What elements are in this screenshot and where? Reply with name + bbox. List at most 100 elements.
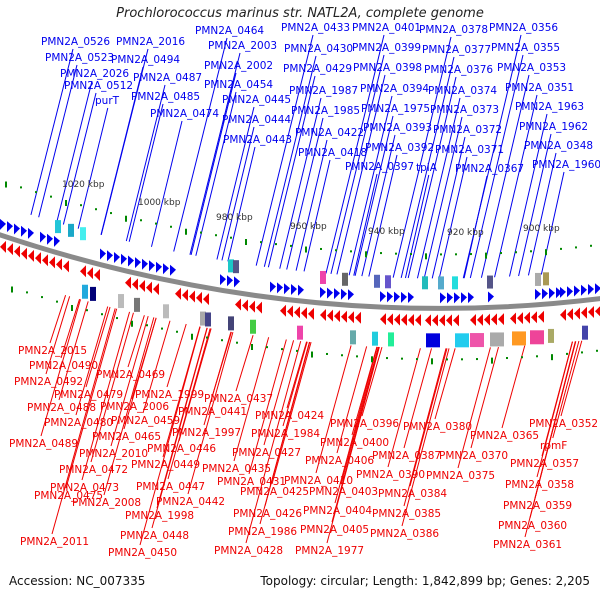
reverse-gene-arrow (287, 305, 293, 318)
outer-tick (140, 219, 142, 222)
forward-leader-line (150, 120, 183, 247)
reverse-leader-line (401, 348, 450, 527)
reverse-gene-arrow (63, 260, 69, 273)
forward-gene-arrow (121, 253, 127, 265)
reverse-gene-arrow (334, 310, 340, 323)
outer-tick (530, 250, 532, 253)
forward-gene-label: PMN2A_0373 (430, 104, 500, 116)
forward-gene-label: PMN2A_0401 (352, 22, 422, 34)
forward-gene-arrow (348, 289, 354, 301)
forward-leader-line (348, 95, 393, 276)
reverse-gene-label: PMN2A_0370 (439, 450, 509, 462)
forward-gene-label: PMN2A_0443 (223, 134, 293, 146)
forward-gene-label: PMN2A_0356 (489, 22, 559, 34)
reverse-gene-label: PMN2A_2015 (18, 345, 88, 357)
forward-gene-label: PMN2A_0487 (133, 72, 203, 84)
forward-leader-line (30, 48, 74, 215)
reverse-gene-arrow (498, 313, 504, 326)
inner-tick (191, 333, 193, 340)
forward-leader-line (303, 159, 331, 272)
reverse-leader-line (271, 341, 312, 485)
forward-gene-arrow (574, 285, 580, 297)
forward-gene-label: PMN2A_0474 (150, 108, 220, 120)
feature-box (205, 312, 211, 327)
scale-label: 1000 kbp (138, 198, 181, 209)
feature-box (385, 275, 391, 289)
forward-leader-line (77, 107, 109, 229)
inner-tick (446, 358, 448, 361)
feature-box (470, 333, 484, 348)
outer-tick (410, 253, 412, 256)
outer-tick (575, 246, 577, 249)
forward-gene-label: PMN2A_2003 (208, 40, 278, 52)
forward-gene-arrow (387, 291, 393, 303)
reverse-leader-line (470, 346, 499, 449)
forward-gene-label: PMN2A_0376 (424, 64, 494, 76)
reverse-gene-label: PMN2A_0405 (300, 524, 370, 536)
reverse-leader-line (85, 306, 111, 388)
feature-box (80, 227, 86, 241)
forward-gene-label: PMN2A_0494 (111, 54, 181, 66)
reverse-leader-line (60, 298, 81, 359)
reverse-gene-arrow (415, 314, 421, 327)
reverse-gene-label: PMN2A_0431 (217, 476, 287, 488)
inner-tick (491, 357, 493, 364)
inner-tick (311, 351, 313, 358)
reverse-gene-label: PMN2A_0447 (136, 481, 206, 493)
forward-gene-arrow (535, 288, 541, 300)
forward-gene-label: PMN2A_0399 (352, 42, 422, 54)
feature-box (350, 330, 356, 345)
feature-box (90, 286, 96, 301)
reverse-gene-arrow (387, 313, 393, 326)
forward-gene-label: PMN2A_0351 (505, 82, 575, 94)
forward-leader-line (400, 56, 455, 278)
reverse-gene-arrow (196, 291, 202, 304)
feature-box (82, 284, 88, 299)
reverse-leader-line (233, 337, 270, 462)
reverse-gene-label: PMN2A_1984 (251, 428, 321, 440)
scale-label: 1020 kbp (62, 179, 105, 190)
outer-tick (5, 181, 7, 188)
inner-tick (551, 354, 553, 361)
forward-gene-label: PMN2A_0422 (295, 127, 365, 139)
forward-gene-arrow (0, 218, 6, 230)
forward-leader-line (469, 54, 524, 279)
outer-tick (200, 231, 202, 234)
scale-label: 920 kbp (447, 228, 484, 239)
forward-gene-label: PMN2A_0374 (428, 85, 498, 97)
forward-gene-label: PMN2A_0445 (222, 94, 292, 106)
reverse-gene-label: PMN2A_2008 (72, 497, 142, 509)
feature-box (228, 259, 234, 273)
outer-tick (155, 222, 157, 225)
inner-tick (296, 349, 298, 352)
feature-box (543, 272, 549, 286)
feature-box (228, 316, 234, 331)
outer-tick (440, 253, 442, 256)
feature-box (200, 311, 206, 326)
reverse-gene-arrow (249, 300, 255, 313)
forward-gene-arrow (488, 291, 494, 303)
reverse-gene-label: PMN2A_0380 (403, 421, 473, 433)
inner-tick (251, 344, 253, 351)
scale-label: 960 kbp (290, 222, 327, 233)
reverse-gene-label: PMN2A_0465 (92, 431, 162, 443)
reverse-gene-arrow (182, 289, 188, 302)
forward-gene-arrow (270, 281, 276, 293)
inner-tick (221, 339, 223, 342)
forward-gene-arrow (54, 235, 60, 247)
forward-leader-line (336, 74, 386, 275)
inner-tick (236, 341, 238, 344)
forward-gene-label: PMN2A_0353 (497, 62, 567, 74)
forward-gene-arrow (21, 225, 27, 237)
reverse-gene-label: PMN2A_0361 (493, 539, 563, 551)
forward-gene-arrow (107, 250, 113, 262)
reverse-gene-label: PMN2A_2010 (79, 448, 149, 460)
reverse-leader-line (40, 299, 81, 437)
reverse-gene-label: PMN2A_0479 (54, 389, 124, 401)
inner-tick (146, 324, 148, 327)
inner-tick (566, 352, 568, 355)
forward-leader-line (404, 174, 430, 279)
inner-tick (326, 352, 328, 355)
forward-gene-label: PMN2A_0371 (435, 144, 505, 156)
forward-leader-line (438, 156, 468, 279)
